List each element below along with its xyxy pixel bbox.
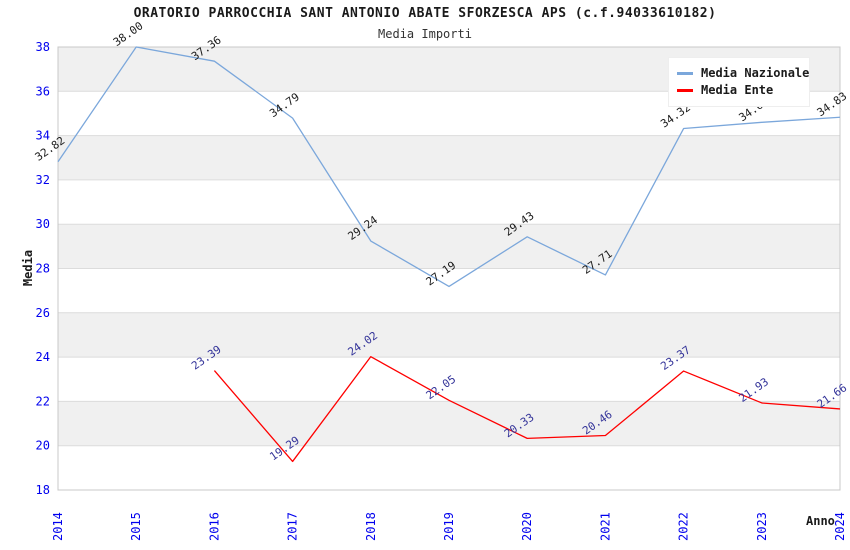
y-tick-label: 38 xyxy=(36,40,50,54)
y-tick-label: 34 xyxy=(36,129,50,143)
legend-swatch-media-nazionale-icon xyxy=(677,71,693,75)
y-tick-label: 36 xyxy=(36,84,50,98)
background-band xyxy=(58,401,840,446)
background-band xyxy=(58,357,840,402)
y-tick-label: 26 xyxy=(36,306,50,320)
background-band xyxy=(58,135,840,180)
y-axis-title: Media xyxy=(21,249,35,287)
background-band xyxy=(58,312,840,358)
chart-title: ORATORIO PARROCCHIA SANT ANTONIO ABATE S… xyxy=(133,6,717,21)
legend-label-media-nazionale: Media Nazionale xyxy=(701,66,810,80)
background-band xyxy=(58,445,840,490)
y-tick-label: 32 xyxy=(36,173,50,187)
x-tick-label: 2016 xyxy=(207,512,221,541)
x-tick-label: 2020 xyxy=(520,512,534,541)
background-band xyxy=(58,268,840,313)
background-band xyxy=(58,224,840,269)
series-line-media-nazionale xyxy=(57,46,841,288)
y-tick-label: 22 xyxy=(36,394,50,408)
x-tick-label: 2015 xyxy=(129,512,143,541)
y-tick-label: 20 xyxy=(36,439,50,453)
x-tick-label: 2022 xyxy=(677,512,691,541)
legend-swatch-media-ente-icon xyxy=(677,88,693,92)
series-line-media-ente xyxy=(213,356,841,463)
legend-label-media-ente: Media Ente xyxy=(701,83,774,97)
y-tick-label: 30 xyxy=(36,217,50,231)
legend-item-media-nazionale: Media Nazionale xyxy=(677,66,809,80)
x-tick-label: 2019 xyxy=(442,512,456,541)
y-tick-label: 28 xyxy=(36,262,50,276)
legend-item-media-ente: Media Ente xyxy=(677,83,801,97)
x-tick-label: 2024 xyxy=(833,512,847,541)
chart-subtitle: Media Importi xyxy=(378,27,472,41)
background-band xyxy=(58,179,840,225)
plot-border xyxy=(57,46,841,491)
x-tick-label: 2018 xyxy=(364,512,378,541)
x-axis-title: Anno xyxy=(806,514,835,528)
x-tick-label: 2021 xyxy=(598,512,612,541)
y-tick-label: 18 xyxy=(36,483,50,497)
x-tick-label: 2017 xyxy=(286,512,300,541)
x-tick-label: 2014 xyxy=(51,512,65,541)
legend: Media Nazionale Media Ente xyxy=(668,57,810,107)
x-tick-label: 2023 xyxy=(755,512,769,541)
y-tick-label: 24 xyxy=(36,350,50,364)
